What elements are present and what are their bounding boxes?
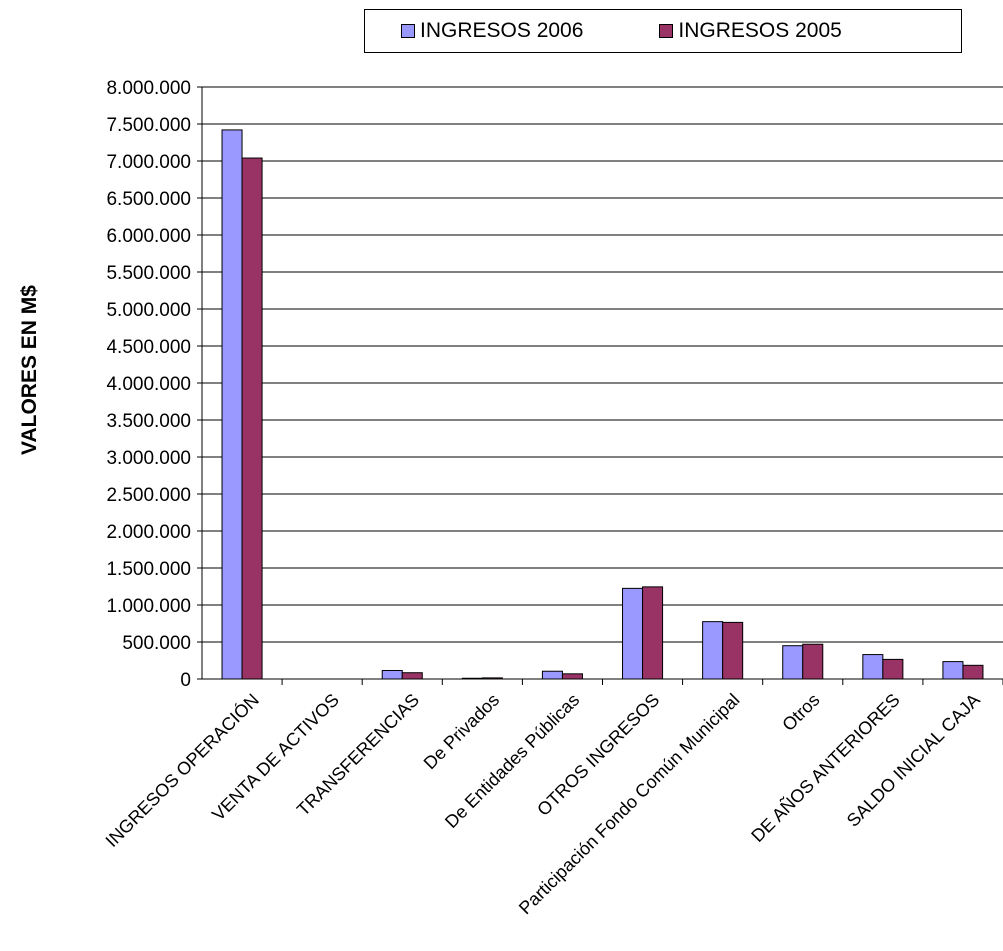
y-axis-title: VALORES EN M$	[18, 285, 41, 455]
legend-item-2006: INGRESOS 2006	[401, 19, 583, 43]
legend-swatch-2005	[659, 24, 674, 38]
bar	[642, 586, 664, 680]
bar	[541, 670, 563, 680]
y-tick-label: 6.000.000	[106, 226, 191, 247]
y-tick-label: 4.500.000	[106, 337, 191, 358]
x-tick-label: De Privados	[420, 690, 503, 773]
bar	[862, 654, 884, 680]
bar	[381, 669, 403, 680]
y-tick-label: 7.500.000	[106, 115, 191, 136]
bar	[722, 621, 744, 680]
y-tick-label: 6.500.000	[106, 189, 191, 210]
bar	[461, 677, 483, 680]
bar	[802, 643, 824, 680]
bar	[882, 658, 904, 680]
y-tick-label: 0	[180, 670, 191, 691]
bar	[561, 673, 583, 680]
bar	[962, 664, 984, 680]
x-tick-label: De Entidades Públicas	[441, 690, 583, 832]
y-tick-label: 1.000.000	[106, 596, 191, 617]
y-tick-label: 5.000.000	[106, 300, 191, 321]
chart-legend: INGRESOS 2006 INGRESOS 2005	[364, 9, 962, 53]
y-tick-label: 8.000.000	[106, 78, 191, 99]
y-tick-label: 3.000.000	[106, 448, 191, 469]
bar	[401, 672, 423, 680]
y-tick-label: 4.000.000	[106, 374, 191, 395]
y-tick-label: 2.500.000	[106, 485, 191, 506]
y-tick-label: 5.500.000	[106, 263, 191, 284]
legend-swatch-2006	[401, 24, 415, 38]
y-tick-label: 2.000.000	[106, 522, 191, 543]
legend-item-2005: INGRESOS 2005	[659, 19, 842, 43]
x-tick-label: Otros	[778, 690, 823, 735]
bar	[622, 587, 644, 680]
bar	[782, 645, 804, 680]
x-tick-label: SALDO INICIAL CAJA	[843, 690, 984, 831]
y-tick-label: 1.500.000	[106, 559, 191, 580]
y-tick-label: 7.000.000	[106, 152, 191, 173]
bar	[942, 661, 964, 680]
bar	[702, 621, 724, 680]
bar	[241, 157, 263, 680]
bar	[221, 129, 243, 680]
y-tick-label: 500.000	[122, 633, 191, 654]
x-tick-label: INGRESOS OPERACIÓN	[101, 689, 263, 851]
legend-label-2005: INGRESOS 2005	[678, 19, 842, 42]
bar	[481, 677, 503, 680]
y-tick-label: 3.500.000	[106, 411, 191, 432]
x-tick-label: DE AÑOS ANTERIORES	[747, 689, 904, 846]
legend-label-2006: INGRESOS 2006	[420, 19, 584, 42]
